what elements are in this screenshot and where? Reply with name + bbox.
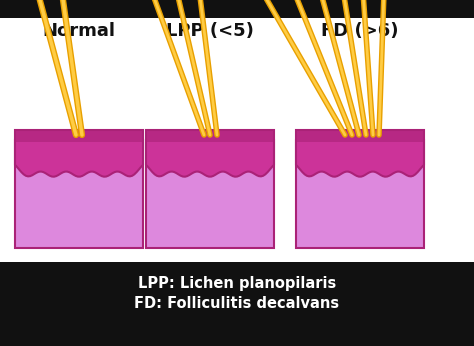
Bar (0, 262, 474, 346)
Bar (296, 140, 424, 248)
Polygon shape (146, 130, 274, 142)
Polygon shape (296, 130, 424, 142)
Text: Normal: Normal (43, 22, 116, 40)
Text: FD: Folliculitis decalvans: FD: Folliculitis decalvans (135, 296, 339, 311)
Bar (15, 140, 143, 248)
Text: FD (>6): FD (>6) (321, 22, 399, 40)
Text: LPP: Lichen planopilaris: LPP: Lichen planopilaris (138, 276, 336, 291)
Polygon shape (15, 130, 143, 142)
Bar (0, 0, 474, 18)
Bar (146, 140, 274, 248)
Bar (0, 18, 474, 262)
Text: LPP (<5): LPP (<5) (166, 22, 254, 40)
Polygon shape (15, 130, 143, 177)
Polygon shape (146, 130, 274, 177)
Polygon shape (296, 130, 424, 177)
